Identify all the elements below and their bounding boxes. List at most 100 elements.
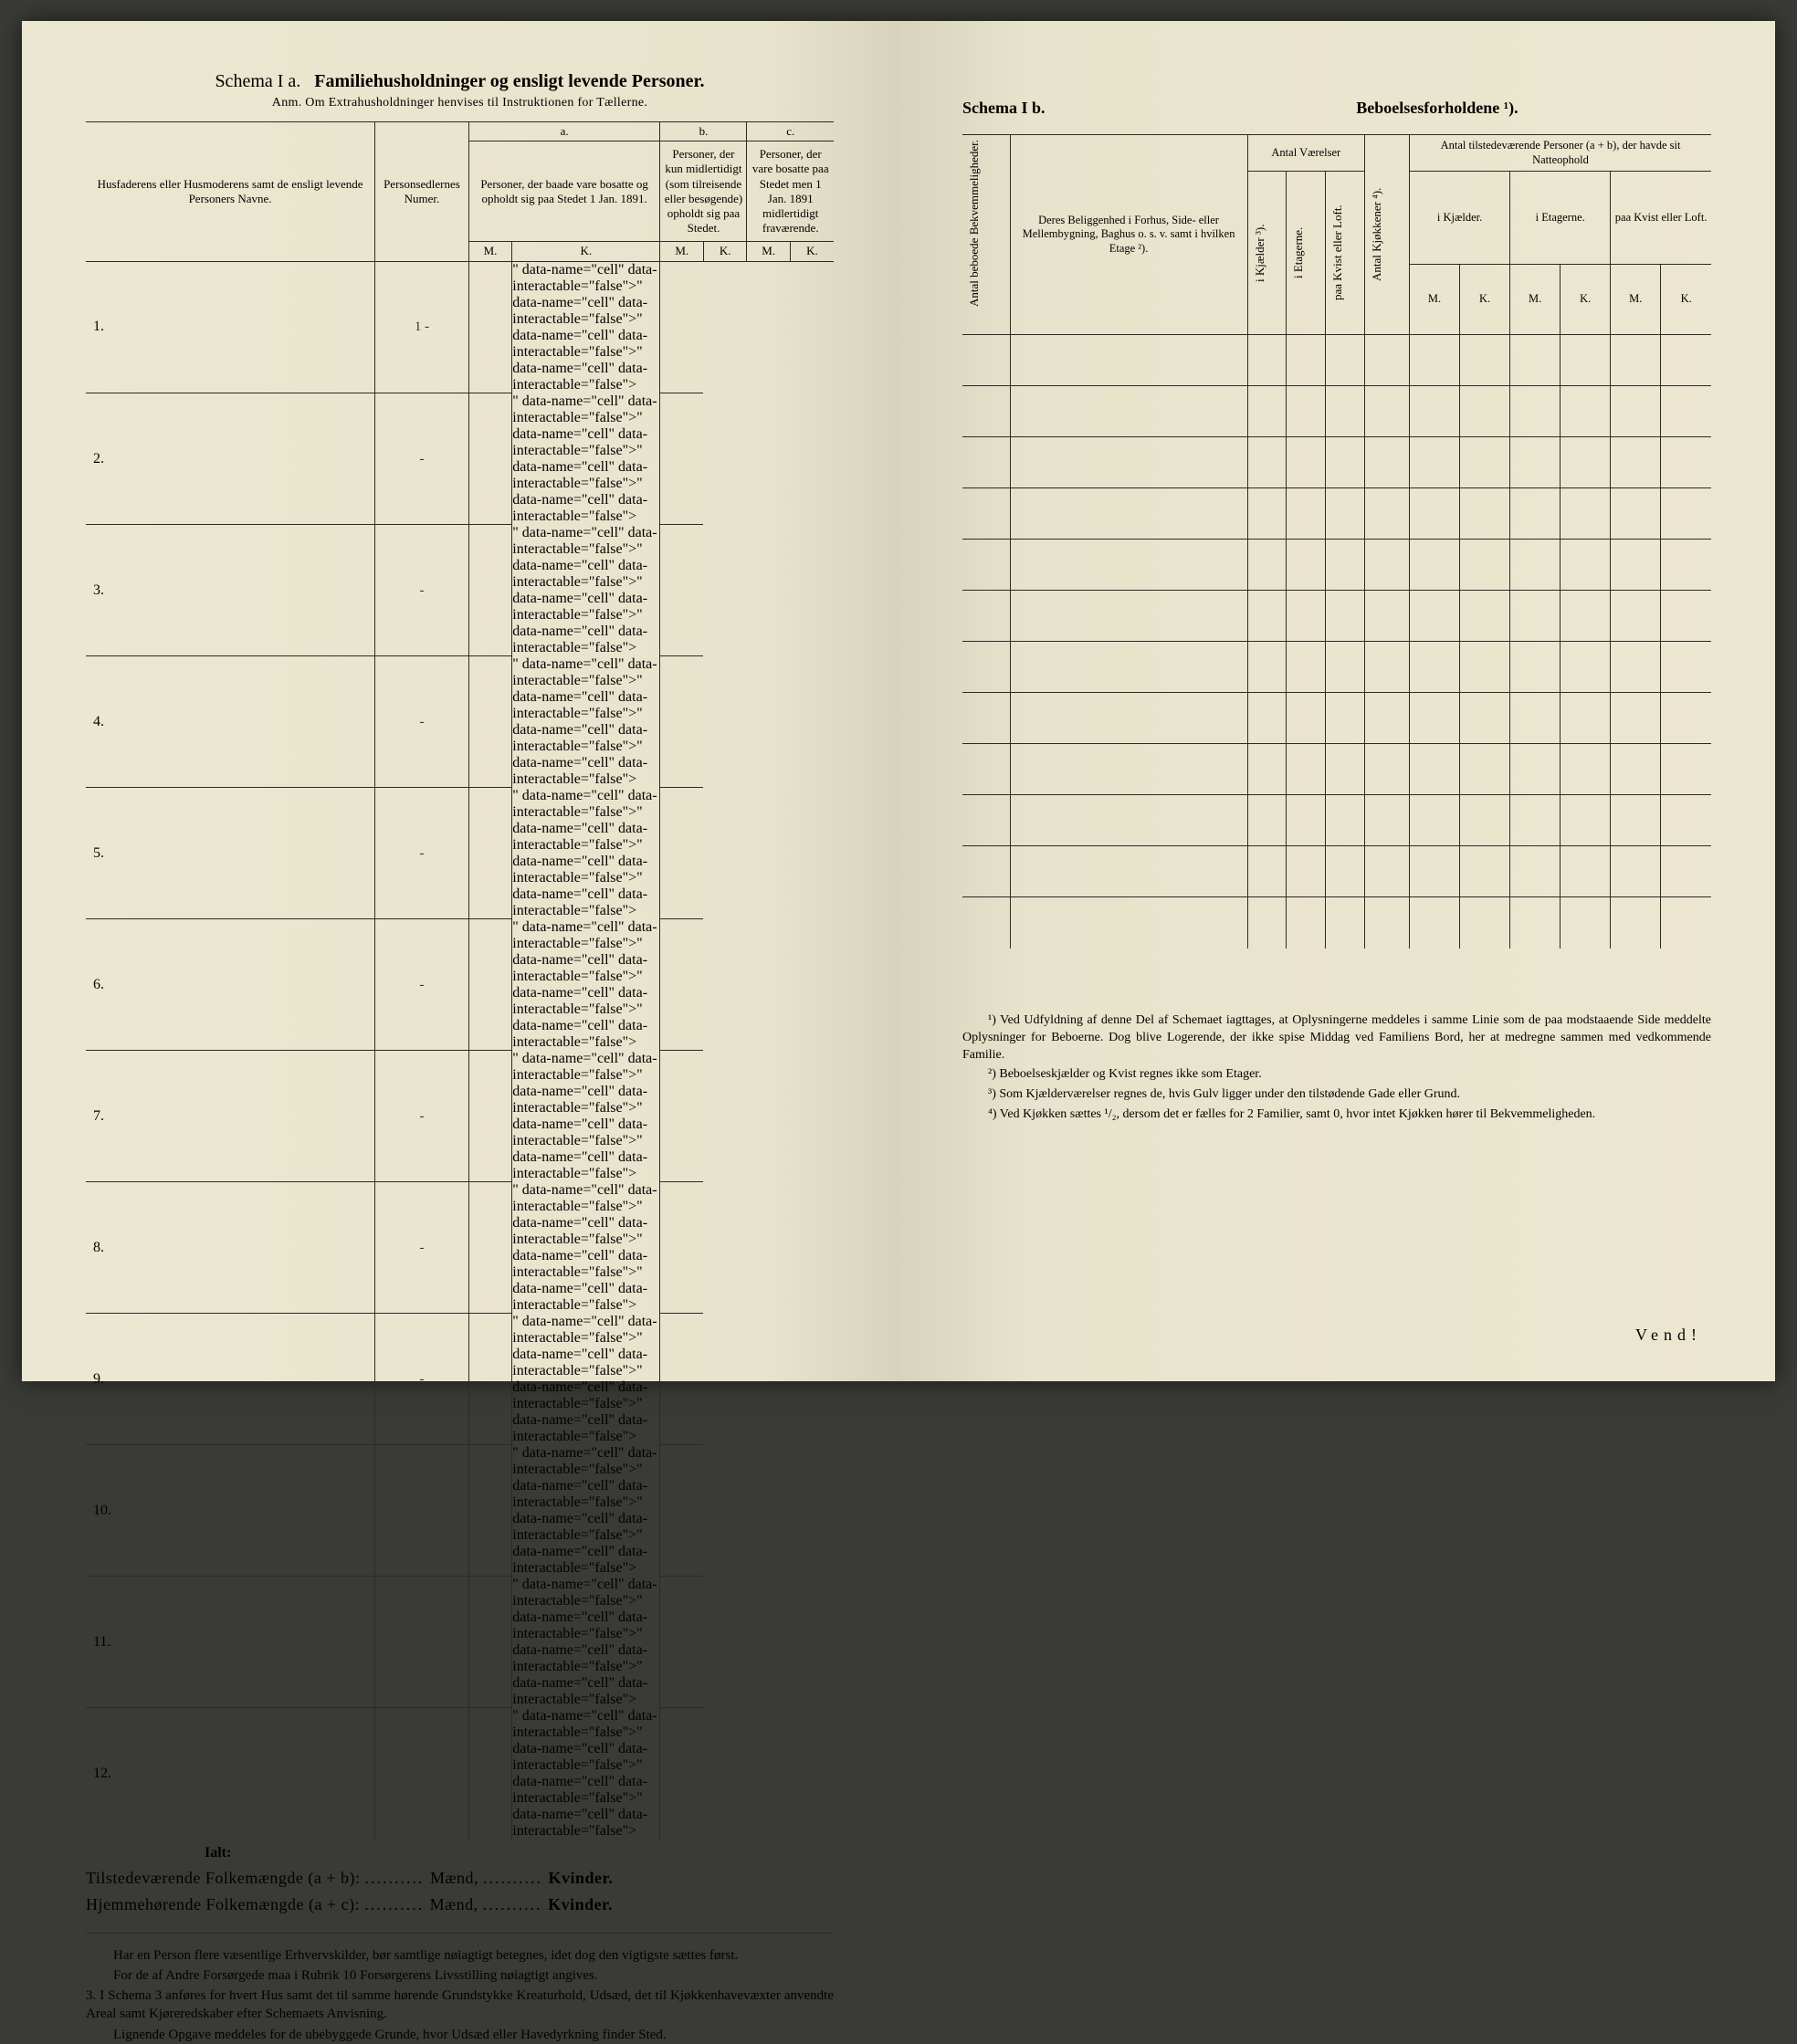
row-number: 11. — [86, 1577, 375, 1708]
schema-1b-title: Schema I b. Beboelsesforholdene ¹). — [962, 99, 1711, 118]
rooms-etagerne: i Etagerne. — [1289, 175, 1308, 330]
table-row — [962, 744, 1711, 795]
cell — [962, 437, 1010, 488]
table-row: 4.-" data-name="cell" data-interactable=… — [86, 656, 834, 788]
table-row — [962, 795, 1711, 846]
cell — [1287, 693, 1326, 744]
cell — [660, 1051, 703, 1182]
cell — [1410, 591, 1460, 642]
table-row — [962, 591, 1711, 642]
cell — [1247, 540, 1287, 591]
cell — [1561, 795, 1611, 846]
table-row — [962, 437, 1711, 488]
cell — [1365, 744, 1410, 795]
cell — [1611, 642, 1661, 693]
summary-home: Hjemmehørende Folkemængde (a + c): .....… — [86, 1895, 834, 1914]
row-number: 4. — [86, 656, 375, 788]
foot-para: Lignende Opgave meddeles for de ubebygge… — [86, 2026, 834, 2044]
cell — [1661, 693, 1711, 744]
cell — [660, 525, 703, 656]
rooms-loft: paa Kvist eller Loft. — [1329, 175, 1347, 330]
table-row: 5.-" data-name="cell" data-interactable=… — [86, 788, 834, 919]
col-names-text: Husfaderens eller Husmoderens samt de en… — [98, 177, 363, 205]
cell — [660, 1445, 703, 1577]
foot-para: 3. I Schema 3 anføres for hvert Hus samt… — [86, 1986, 834, 2024]
cell — [1510, 897, 1561, 949]
cell — [1410, 693, 1460, 744]
cell — [962, 335, 1010, 386]
cell — [1460, 693, 1510, 744]
cell — [1287, 795, 1326, 846]
cell — [1010, 540, 1247, 591]
cell — [1661, 846, 1711, 897]
footnotes: ¹) Ved Udfyldning af denne Del af Schema… — [962, 1012, 1711, 1124]
table-row — [962, 540, 1711, 591]
cell — [1460, 488, 1510, 540]
cell — [468, 1708, 511, 1840]
group-c-text: Personer, der vare bosatte paa Stedet me… — [747, 142, 834, 242]
cell — [1661, 897, 1711, 949]
cell — [468, 1577, 511, 1708]
cell — [1460, 591, 1510, 642]
cell — [468, 1445, 511, 1577]
cell — [1326, 437, 1365, 488]
dots: .......... — [483, 1895, 549, 1913]
cell — [468, 919, 511, 1051]
cell — [1611, 744, 1661, 795]
col-m: M. — [1611, 265, 1661, 335]
cell — [1287, 335, 1326, 386]
col-k: K. — [1561, 265, 1611, 335]
table-row: 3.-" data-name="cell" data-interactable=… — [86, 525, 834, 656]
cell — [1010, 693, 1247, 744]
dots: .......... — [483, 1869, 549, 1887]
schema-1a-label: Schema I a. — [215, 71, 300, 91]
col-m: M. — [1510, 265, 1561, 335]
person-number: - — [375, 788, 469, 919]
table-row: 12.-" data-name="cell" data-interactable… — [86, 1708, 834, 1840]
left-page: Schema I a. Familiehusholdninger og ensl… — [22, 21, 898, 1381]
cell — [468, 788, 511, 919]
cell — [1247, 642, 1287, 693]
persons-etagerne: i Etagerne. — [1510, 172, 1611, 265]
persons-kjaelder: i Kjælder. — [1410, 172, 1510, 265]
cell — [1510, 693, 1561, 744]
cell — [660, 393, 703, 525]
cell — [1510, 744, 1561, 795]
cell — [1287, 642, 1326, 693]
cell — [962, 795, 1010, 846]
cell — [1326, 897, 1365, 949]
cell — [1410, 335, 1460, 386]
cell — [1561, 488, 1611, 540]
cell — [1561, 386, 1611, 437]
group-a-label: a. — [468, 122, 660, 142]
ialt-label: Ialt: — [86, 1845, 834, 1861]
table-row — [962, 642, 1711, 693]
schema-1a-note: Anm. Om Extrahusholdninger henvises til … — [86, 96, 834, 110]
row-number: 6. — [86, 919, 375, 1051]
cell — [1410, 795, 1460, 846]
kvinder-label: Kvinder. — [548, 1895, 613, 1913]
cell — [660, 788, 703, 919]
person-number: - — [375, 656, 469, 788]
cell — [1510, 795, 1561, 846]
cell — [1561, 744, 1611, 795]
cell — [468, 525, 511, 656]
cell — [1561, 540, 1611, 591]
cell — [1010, 846, 1247, 897]
cell — [962, 693, 1010, 744]
cell — [1365, 591, 1410, 642]
table-row: 10.-" data-name="cell" data-interactable… — [86, 1445, 834, 1577]
col-b-k: K. — [703, 242, 746, 261]
row-number: 7. — [86, 1051, 375, 1182]
cell — [1010, 488, 1247, 540]
cell — [1365, 897, 1410, 949]
cell — [1326, 591, 1365, 642]
cell — [1247, 744, 1287, 795]
table-row — [962, 693, 1711, 744]
foot-para: For de af Andre Forsørgede maa i Rubrik … — [86, 1966, 834, 1985]
cell — [1326, 540, 1365, 591]
table-row — [962, 335, 1711, 386]
col-bekvem: Antal beboede Bekvemmeligheder. — [965, 157, 983, 312]
footnote: ³) Som Kjælderværelser regnes de, hvis G… — [962, 1086, 1711, 1104]
cell — [1460, 795, 1510, 846]
